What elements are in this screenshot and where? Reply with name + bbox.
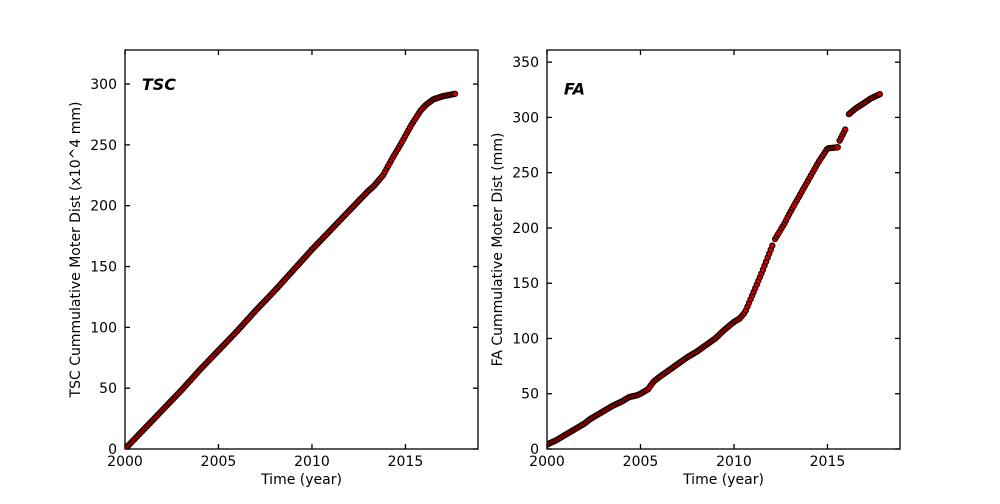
x-tick-label: 2005 xyxy=(201,454,237,470)
x-tick-label: 2000 xyxy=(107,454,143,470)
y-tick-label: 200 xyxy=(90,199,117,215)
y-tick-label: 150 xyxy=(512,276,539,292)
data-point xyxy=(876,91,884,98)
x-tick-label: 2010 xyxy=(716,454,752,470)
fa-plot-annotation: FA xyxy=(564,80,585,99)
x-tick-label: 2010 xyxy=(294,454,330,470)
fa-data-series xyxy=(547,91,884,448)
tsc-data-series xyxy=(125,90,459,449)
y-tick-label: 100 xyxy=(512,331,539,347)
y-tick-label: 300 xyxy=(512,110,539,126)
data-point xyxy=(842,126,849,133)
x-tick-label: 2005 xyxy=(623,454,659,470)
data-point xyxy=(834,144,841,151)
data-point xyxy=(451,90,459,97)
x-tick-label: 2015 xyxy=(810,454,846,470)
tsc-plot-annotation: TSC xyxy=(142,75,176,94)
fa-x-axis-label: Time (year) xyxy=(682,472,764,488)
tsc-y-axis-label: TSC Cummulative Moter Dist (x10^4 mm) xyxy=(68,102,84,399)
y-tick-label: 250 xyxy=(90,138,117,154)
x-tick-label: 2015 xyxy=(388,454,424,470)
data-point xyxy=(769,242,776,249)
y-tick-label: 50 xyxy=(521,387,539,403)
x-tick-label: 2000 xyxy=(529,454,565,470)
y-tick-label: 300 xyxy=(90,77,117,93)
y-tick-label: 350 xyxy=(512,55,539,71)
tsc-plot: 2000 2005 2010 2015 0 50 100 150 200 250 300 Time (… xyxy=(68,49,479,488)
fa-axes-frame xyxy=(546,49,901,450)
y-tick-label: 0 xyxy=(108,442,117,458)
y-tick-label: 150 xyxy=(90,260,117,276)
y-tick-label: 0 xyxy=(530,442,539,458)
tsc-x-axis-label: Time (year) xyxy=(260,472,342,488)
y-tick-label: 250 xyxy=(512,166,539,182)
fa-y-axis-label: FA Cummulative Moter Dist (mm) xyxy=(490,133,506,367)
y-tick-label: 50 xyxy=(99,381,117,397)
tsc-axes-frame xyxy=(124,49,479,450)
y-tick-label: 200 xyxy=(512,221,539,237)
y-tick-label: 100 xyxy=(90,320,117,336)
fa-plot: 2000 2005 2010 2015 0 50 100 150 200 250 300 350 Tim… xyxy=(490,49,901,488)
